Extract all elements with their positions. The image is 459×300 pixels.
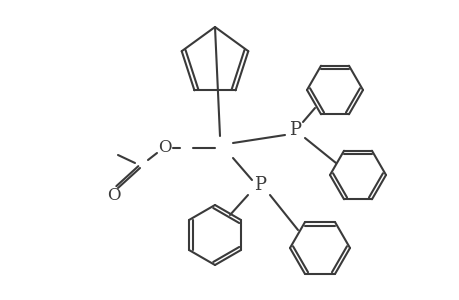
Text: P: P [288, 121, 300, 139]
Text: P: P [253, 176, 265, 194]
Text: O: O [158, 140, 171, 157]
Text: O: O [107, 188, 120, 205]
